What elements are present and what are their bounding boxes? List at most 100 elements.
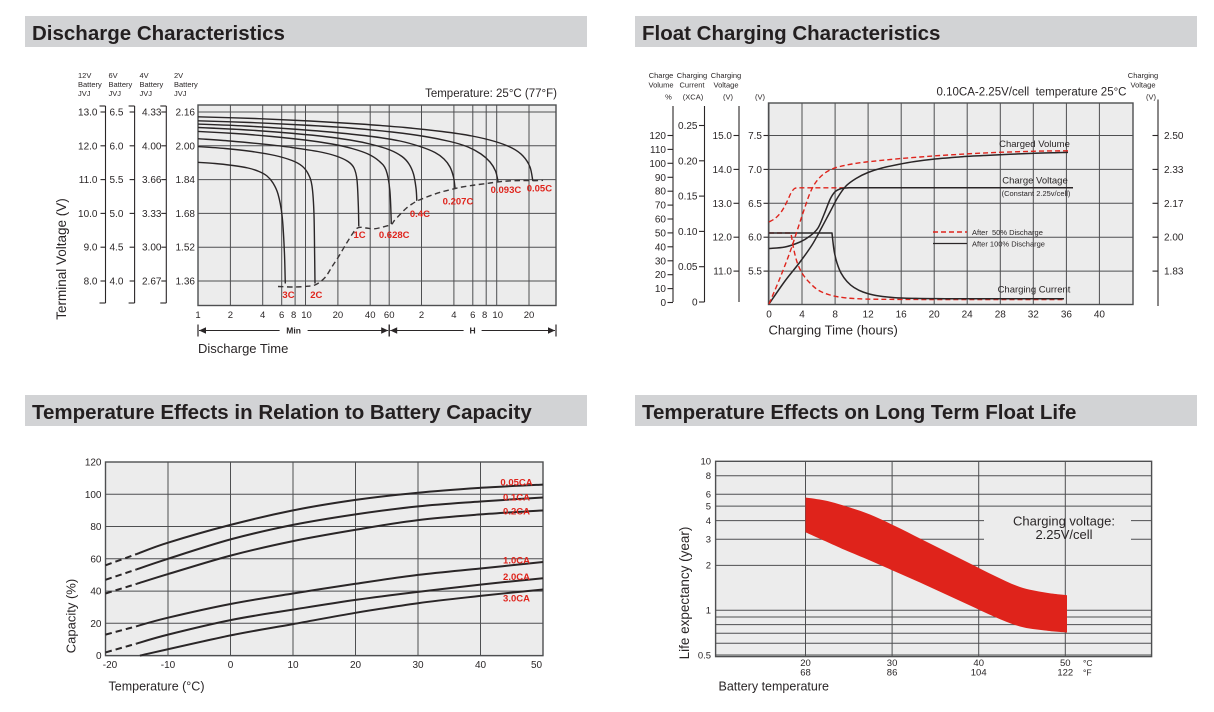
svg-text:80: 80 xyxy=(655,187,667,198)
svg-text:-10: -10 xyxy=(161,660,176,671)
svg-text:Min: Min xyxy=(286,326,301,336)
svg-text:Charging voltage:: Charging voltage: xyxy=(1013,514,1115,529)
svg-text:40: 40 xyxy=(973,658,984,669)
svg-text:Volume: Volume xyxy=(648,81,673,90)
svg-text:Battery temperature: Battery temperature xyxy=(719,680,830,694)
svg-text:Charging: Charging xyxy=(677,71,707,80)
svg-text:Float Charging Characteristics: Float Charging Characteristics xyxy=(642,22,940,45)
svg-text:4: 4 xyxy=(706,516,711,527)
svg-text:36: 36 xyxy=(1061,310,1073,321)
svg-text:Voltage: Voltage xyxy=(1130,81,1155,90)
svg-text:50: 50 xyxy=(1060,658,1071,669)
svg-text:3.0CA: 3.0CA xyxy=(503,593,530,604)
svg-text:Voltage: Voltage xyxy=(713,81,738,90)
svg-text:20: 20 xyxy=(350,660,362,671)
svg-text:2.33: 2.33 xyxy=(1164,165,1184,176)
svg-text:20: 20 xyxy=(655,270,667,281)
svg-text:2.0CA: 2.0CA xyxy=(503,572,530,583)
svg-text:10: 10 xyxy=(655,284,667,295)
svg-text:70: 70 xyxy=(655,201,667,212)
svg-text:0.15: 0.15 xyxy=(678,192,698,203)
svg-text:3: 3 xyxy=(706,535,711,546)
svg-text:JVJ: JVJ xyxy=(109,89,122,98)
svg-text:H: H xyxy=(470,326,476,336)
svg-text:0: 0 xyxy=(228,660,234,671)
svg-text:28: 28 xyxy=(995,310,1007,321)
svg-text:4V: 4V xyxy=(140,71,149,80)
svg-text:1.83: 1.83 xyxy=(1164,267,1184,278)
svg-text:8: 8 xyxy=(291,310,296,321)
svg-text:11.0: 11.0 xyxy=(79,175,98,186)
svg-text:30: 30 xyxy=(412,660,424,671)
svg-text:4: 4 xyxy=(799,310,805,321)
svg-text:Charged Volume: Charged Volume xyxy=(999,139,1070,150)
svg-text:100: 100 xyxy=(649,159,666,170)
svg-text:80: 80 xyxy=(90,522,102,533)
svg-text:0.2CA: 0.2CA xyxy=(503,506,530,517)
svg-text:1.68: 1.68 xyxy=(176,209,196,220)
svg-text:4.5: 4.5 xyxy=(110,243,124,254)
svg-text:0.207C: 0.207C xyxy=(443,196,474,207)
svg-text:6.0: 6.0 xyxy=(110,141,124,152)
svg-text:°C: °C xyxy=(1083,658,1093,668)
svg-text:6.0: 6.0 xyxy=(748,233,762,244)
svg-text:Battery: Battery xyxy=(140,80,164,89)
svg-text:Discharge Characteristics: Discharge Characteristics xyxy=(32,22,285,45)
svg-text:3C: 3C xyxy=(282,290,294,301)
svg-text:2.17: 2.17 xyxy=(1164,199,1184,210)
svg-text:JVJ: JVJ xyxy=(174,89,187,98)
svg-text:%: % xyxy=(665,93,672,102)
svg-text:Capacity (%): Capacity (%) xyxy=(64,579,79,653)
svg-text:2.25V/cell: 2.25V/cell xyxy=(1035,527,1092,542)
svg-text:8: 8 xyxy=(482,310,487,321)
svg-text:°F: °F xyxy=(1083,668,1092,678)
svg-text:104: 104 xyxy=(971,668,987,679)
svg-text:9.0: 9.0 xyxy=(84,243,98,254)
svg-text:8: 8 xyxy=(832,310,838,321)
svg-text:5.0: 5.0 xyxy=(110,209,124,220)
svg-text:2: 2 xyxy=(706,561,711,572)
svg-text:6: 6 xyxy=(279,310,284,321)
svg-text:4.0: 4.0 xyxy=(110,277,124,288)
svg-text:40: 40 xyxy=(365,310,376,321)
svg-text:Charging Time (hours): Charging Time (hours) xyxy=(769,323,898,338)
svg-text:Terminal Voltage (V): Terminal Voltage (V) xyxy=(54,198,69,320)
svg-text:120: 120 xyxy=(85,458,102,469)
svg-text:After 100% Discharge: After 100% Discharge xyxy=(972,239,1045,248)
svg-text:2.16: 2.16 xyxy=(176,108,196,119)
svg-text:2: 2 xyxy=(419,310,424,321)
svg-text:2.00: 2.00 xyxy=(1164,233,1184,244)
svg-text:0.20: 0.20 xyxy=(678,156,698,167)
svg-text:1.0CA: 1.0CA xyxy=(503,555,530,566)
svg-text:Charging Current: Charging Current xyxy=(998,285,1071,296)
svg-text:10: 10 xyxy=(301,310,312,321)
svg-text:10: 10 xyxy=(492,310,503,321)
svg-text:11.0: 11.0 xyxy=(713,267,732,278)
svg-text:2: 2 xyxy=(228,310,233,321)
svg-text:60: 60 xyxy=(384,310,395,321)
svg-text:50: 50 xyxy=(531,660,543,671)
svg-text:Battery: Battery xyxy=(78,80,102,89)
svg-text:100: 100 xyxy=(85,490,102,501)
svg-text:0: 0 xyxy=(96,651,102,662)
svg-text:86: 86 xyxy=(887,668,898,679)
svg-text:30: 30 xyxy=(655,256,667,267)
svg-text:90: 90 xyxy=(655,173,667,184)
svg-text:1.36: 1.36 xyxy=(176,277,196,288)
svg-text:30: 30 xyxy=(887,658,898,669)
svg-text:5.5: 5.5 xyxy=(110,175,124,186)
svg-text:0: 0 xyxy=(766,310,772,321)
svg-text:8.0: 8.0 xyxy=(84,277,98,288)
svg-text:3.66: 3.66 xyxy=(142,175,162,186)
svg-text:5.5: 5.5 xyxy=(748,267,762,278)
svg-text:JVJ: JVJ xyxy=(140,89,153,98)
svg-text:0.5: 0.5 xyxy=(698,650,711,661)
svg-text:40: 40 xyxy=(475,660,487,671)
svg-text:1: 1 xyxy=(195,310,200,321)
svg-text:10.0: 10.0 xyxy=(78,209,98,220)
svg-text:24: 24 xyxy=(962,310,974,321)
svg-text:7.0: 7.0 xyxy=(748,165,762,176)
svg-text:110: 110 xyxy=(650,145,666,156)
svg-text:60: 60 xyxy=(655,215,667,226)
svg-text:6: 6 xyxy=(470,310,475,321)
